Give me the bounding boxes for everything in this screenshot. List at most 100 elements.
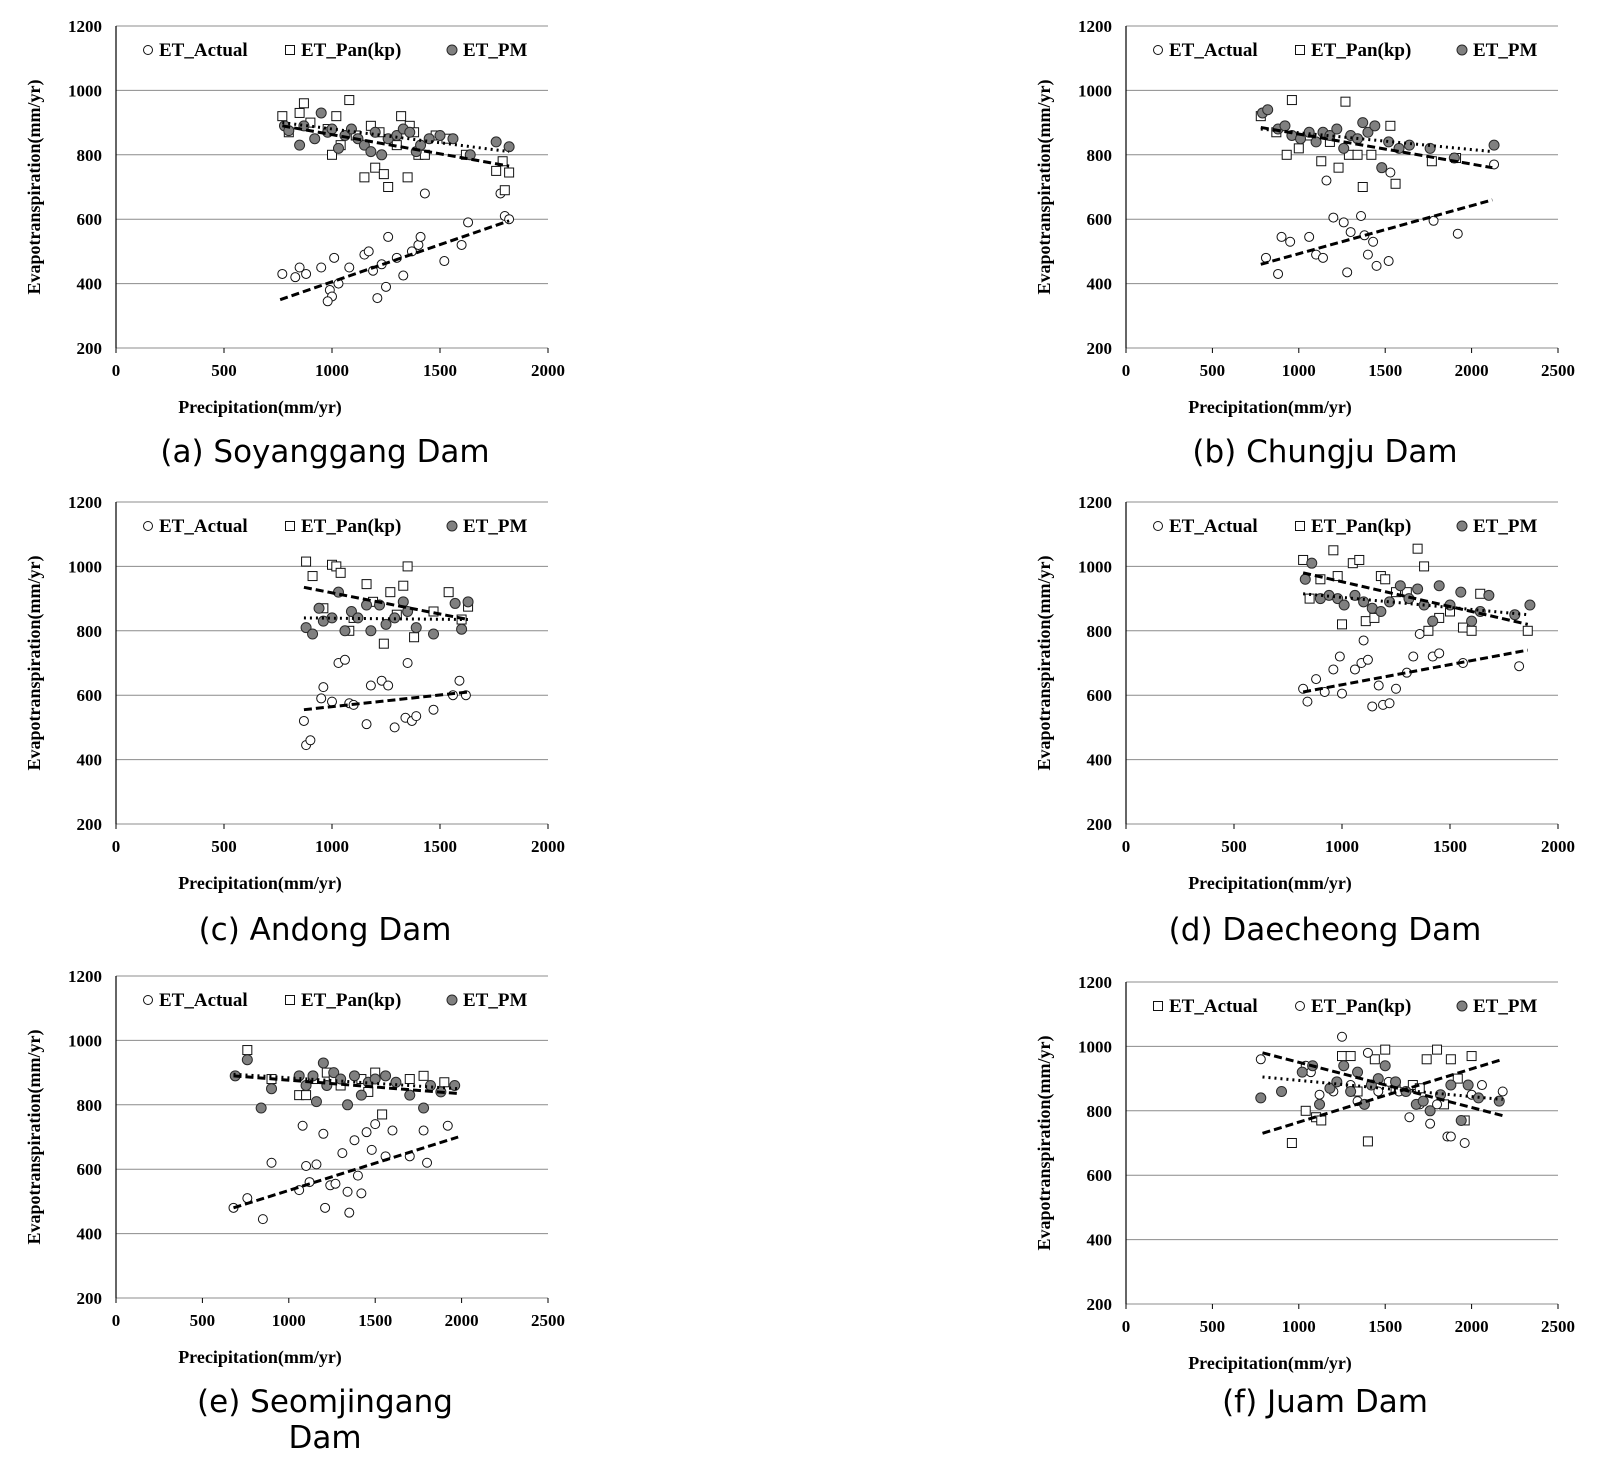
x-tick-label: 1500: [1433, 837, 1467, 856]
legend-item: ET_PM: [446, 516, 527, 537]
y-tick-label: 200: [77, 339, 103, 358]
data-point: [1276, 231, 1287, 242]
legend-label: ET_PM: [463, 516, 527, 537]
legend-marker: [143, 995, 153, 1005]
data-point: [322, 296, 333, 307]
legend-label: ET_Actual: [159, 990, 248, 1011]
data-point: [365, 146, 377, 158]
trendline: [282, 121, 510, 154]
legend-marker: [1153, 45, 1163, 55]
data-point: [447, 133, 459, 145]
chart-panel-e: 200 400 600 800 1000 1200 0 500 1000 1500 2000 2500…: [20, 958, 600, 1456]
data-point: [301, 1160, 312, 1171]
data-point: [1369, 120, 1381, 132]
legend-label: ET_PM: [1473, 40, 1537, 61]
trendline: [1302, 571, 1529, 626]
data-point: [402, 172, 413, 183]
trendline: [303, 585, 469, 622]
data-point: [449, 597, 461, 609]
data-point: [503, 141, 515, 153]
trendline: [1260, 198, 1493, 266]
legend-label: ET_PM: [1473, 516, 1537, 537]
data-point: [428, 704, 439, 715]
legend-marker: [1456, 1000, 1468, 1012]
data-point: [1466, 1051, 1477, 1062]
data-point: [1293, 143, 1304, 154]
data-point: [365, 625, 377, 637]
data-point: [1369, 1054, 1380, 1065]
data-point: [1273, 268, 1284, 279]
x-tick-label: 1000: [1282, 1317, 1316, 1336]
data-point: [1424, 142, 1436, 154]
data-point: [1445, 1079, 1457, 1091]
trendline: [279, 219, 510, 302]
data-point: [344, 1207, 355, 1218]
data-point: [1419, 561, 1430, 572]
x-tick-label: 1000: [1325, 837, 1359, 856]
legend-marker: [285, 995, 295, 1005]
data-point: [307, 628, 319, 640]
data-point: [300, 622, 312, 634]
data-point: [1391, 683, 1401, 694]
legend-label: ET_Actual: [1169, 996, 1258, 1017]
x-tick-label: 1000: [315, 837, 349, 856]
data-point: [356, 1188, 367, 1199]
data-point: [418, 1070, 429, 1081]
data-point: [317, 1057, 329, 1069]
data-point: [1445, 1054, 1456, 1065]
data-point: [1462, 1079, 1474, 1091]
x-tick-label: 1000: [272, 1311, 306, 1330]
data-point: [1316, 1115, 1327, 1126]
data-point: [1375, 605, 1387, 617]
data-point: [326, 612, 338, 624]
data-point: [464, 149, 476, 161]
data-point: [1358, 635, 1369, 646]
data-point: [1421, 1054, 1432, 1065]
data-point: [1276, 1085, 1288, 1097]
x-tick-label: 500: [1200, 361, 1226, 380]
data-point: [1286, 95, 1297, 106]
data-point: [1362, 126, 1374, 138]
trendline: [1262, 1057, 1504, 1135]
data-point: [463, 217, 474, 228]
data-point: [1404, 1112, 1415, 1123]
x-axis-title: Precipitation(mm/yr): [1188, 1353, 1352, 1374]
x-tick-label: 1500: [1368, 361, 1402, 380]
x-tick-label: 2000: [531, 361, 565, 380]
data-point: [1394, 580, 1406, 592]
data-point: [1423, 625, 1434, 636]
data-point: [307, 571, 318, 582]
data-point: [315, 107, 327, 119]
y-tick-label: 600: [1087, 210, 1113, 229]
y-tick-label: 600: [77, 210, 103, 229]
data-point: [1337, 619, 1347, 630]
y-axis-title: Evapotranspiration(mm/yr): [1034, 1036, 1055, 1251]
data-point: [443, 587, 454, 598]
data-point: [1337, 1031, 1347, 1042]
chart-panel-b: 200 400 600 800 1000 1200 0 500 1000 1500 2000 2500…: [1030, 8, 1610, 470]
data-point: [411, 711, 422, 722]
data-point: [1376, 162, 1388, 174]
x-tick-label: 500: [1221, 837, 1247, 856]
y-tick-label: 1000: [1078, 81, 1112, 100]
scatter-chart: 200 400 600 800 1000 1200 0 500 1000 1500 2000 2500…: [24, 967, 565, 1368]
data-point: [305, 735, 316, 746]
data-point: [241, 1054, 253, 1066]
data-point: [332, 142, 344, 154]
data-point: [404, 1089, 416, 1101]
data-point: [345, 605, 357, 617]
data-point: [310, 1096, 322, 1108]
legend-label: ET_Actual: [159, 40, 248, 61]
data-point: [490, 136, 502, 148]
chart-panel-f: 200 400 600 800 1000 1200 0 500 1000 1500 2000 2500…: [1030, 964, 1610, 1424]
trendline: [1260, 127, 1493, 154]
y-tick-label: 1000: [68, 81, 102, 100]
y-tick-label: 1200: [1078, 973, 1112, 992]
x-tick-label: 1000: [1282, 361, 1316, 380]
data-point: [294, 107, 305, 118]
data-point: [329, 252, 340, 263]
y-tick-label: 1000: [68, 557, 102, 576]
data-point: [409, 632, 420, 643]
data-point: [499, 185, 510, 196]
data-point: [1459, 1138, 1470, 1148]
